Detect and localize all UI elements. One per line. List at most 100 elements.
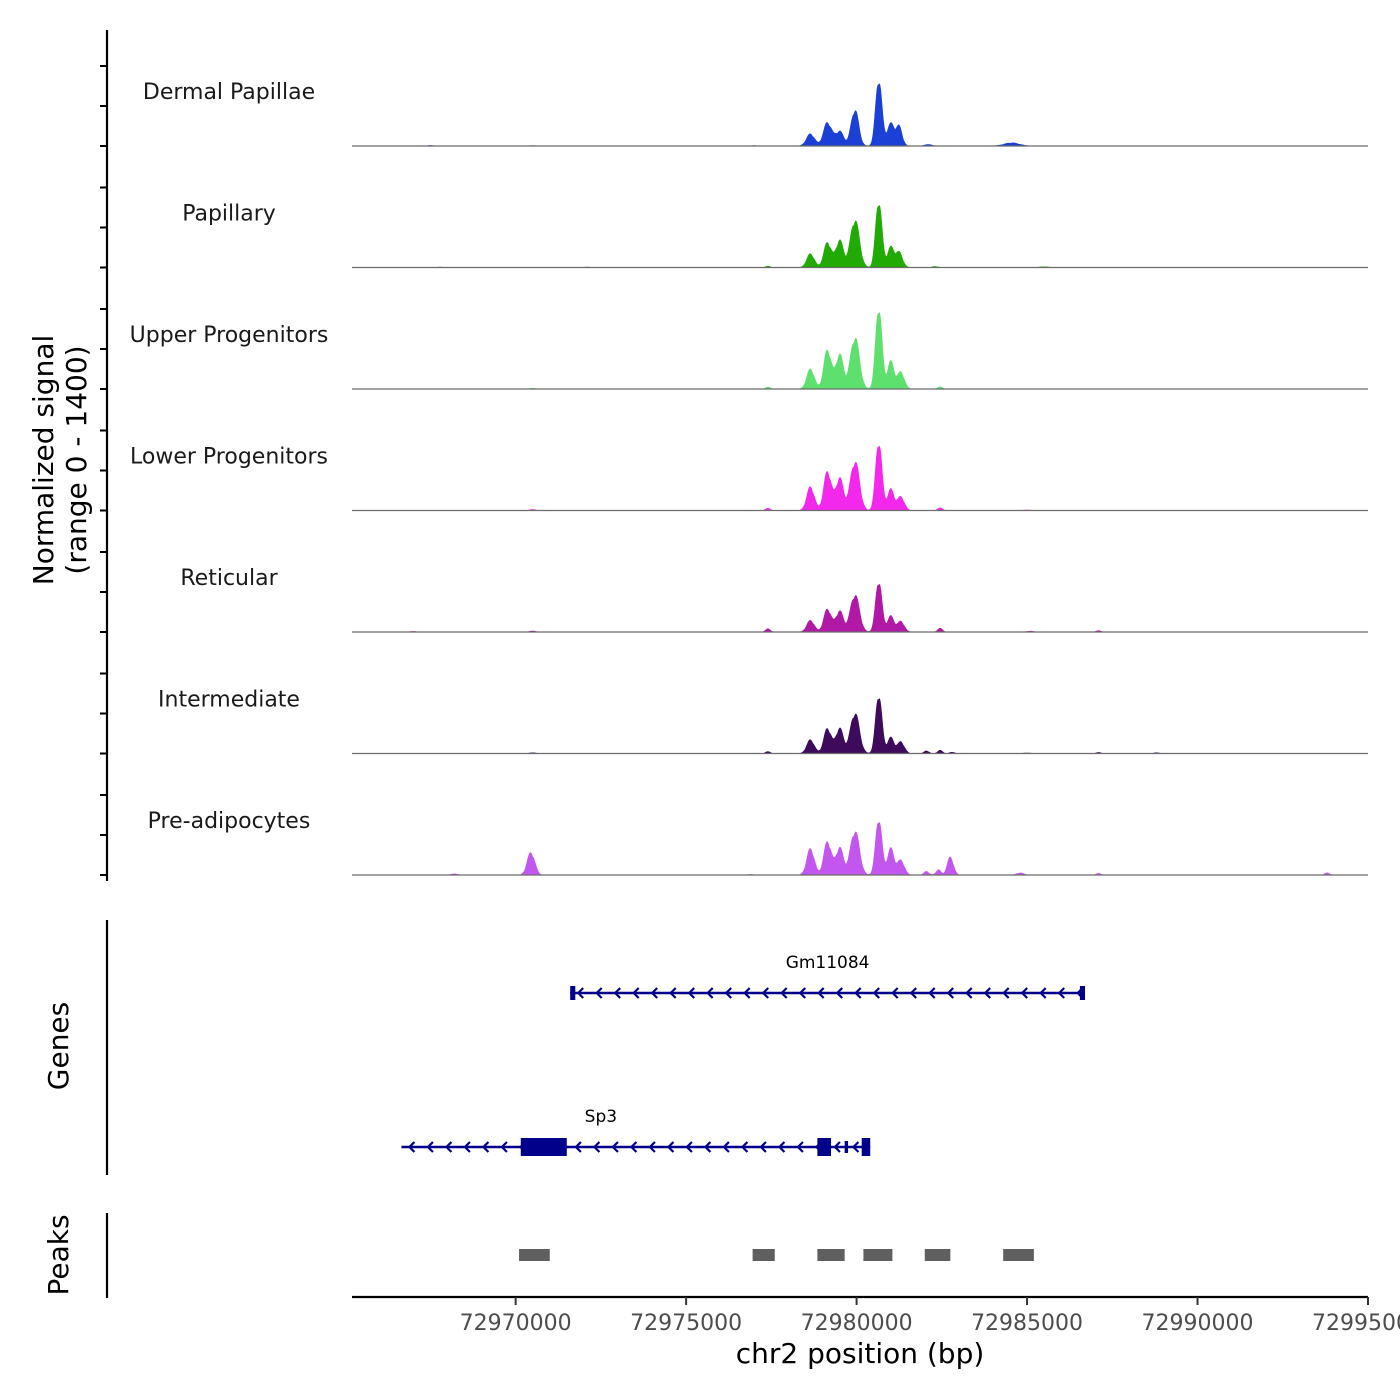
track: Dermal Papillae: [143, 80, 1368, 147]
strand-chevron: [872, 987, 880, 999]
peak-region: [519, 1249, 550, 1261]
strand-chevron: [669, 987, 677, 999]
strand-chevron: [777, 1141, 786, 1153]
strand-chevron: [650, 987, 658, 999]
strand-chevron: [743, 987, 751, 999]
strand-chevron: [426, 1141, 434, 1153]
signal-area: [352, 583, 1368, 633]
gene-exon: [1079, 986, 1086, 1000]
strand-chevron: [835, 987, 843, 999]
signal-area: [352, 204, 1368, 268]
strand-chevron: [854, 987, 862, 999]
x-tick-label: 72970000: [460, 1311, 572, 1336]
track: Upper Progenitors: [130, 311, 1368, 390]
track: Reticular: [180, 566, 1368, 633]
strand-chevron: [722, 1141, 730, 1153]
strand-chevron: [611, 1141, 619, 1153]
strand-chevron: [666, 1141, 675, 1153]
gene-exon: [570, 986, 576, 1000]
track: Papillary: [182, 202, 1368, 269]
gene-label: Sp3: [585, 1107, 617, 1127]
coverage-tracks: Dermal Papillae Papillary Upper Progenitor…: [130, 80, 1368, 876]
strand-chevron: [706, 987, 714, 999]
signal-area: [352, 821, 1368, 876]
strand-chevron: [685, 1141, 693, 1153]
peak-region: [863, 1249, 893, 1261]
signal-area: [352, 311, 1368, 390]
strand-chevron: [574, 1141, 582, 1153]
x-tick-label: 72995000: [1312, 1311, 1400, 1336]
strand-chevron: [463, 1141, 471, 1153]
peak-regions: [519, 1249, 1034, 1261]
track-label: Pre-adipocytes: [148, 809, 311, 834]
strand-chevron: [909, 987, 917, 999]
genes-panel-label: Genes: [42, 1002, 75, 1090]
x-tick-label: 72990000: [1142, 1311, 1254, 1336]
signal-area: [352, 83, 1368, 147]
strand-chevron: [724, 987, 732, 999]
peak-region: [752, 1249, 775, 1261]
track-label: Intermediate: [158, 688, 300, 713]
x-tick-label: 72985000: [971, 1311, 1083, 1336]
strand-chevron: [629, 1141, 638, 1153]
track-label: Reticular: [180, 566, 278, 591]
gene-exon: [520, 1138, 567, 1156]
track: Lower Progenitors: [130, 445, 1368, 512]
gene-exon: [861, 1138, 871, 1156]
strand-chevron: [592, 1141, 601, 1153]
strand-chevron: [780, 987, 788, 999]
gene-label: Gm11084: [786, 953, 870, 973]
strand-chevron: [965, 987, 973, 999]
track-label: Papillary: [182, 202, 276, 227]
gene-annotations: Gm11084 Sp3: [401, 953, 1086, 1156]
x-tick-label: 72975000: [630, 1311, 742, 1336]
strand-chevron: [833, 1141, 841, 1153]
strand-chevron: [983, 987, 991, 999]
peak-region: [924, 1249, 951, 1261]
strand-chevron: [891, 987, 899, 999]
strand-chevron: [613, 987, 621, 999]
strand-chevron: [796, 1141, 804, 1153]
strand-chevron: [759, 1141, 767, 1153]
strand-chevron: [798, 987, 806, 999]
strand-chevron: [648, 1141, 656, 1153]
strand-chevron: [444, 1141, 453, 1153]
track-label: Dermal Papillae: [143, 80, 315, 105]
x-tick-label: 72980000: [801, 1311, 913, 1336]
track: Pre-adipocytes: [148, 809, 1368, 876]
strand-chevron: [1020, 987, 1028, 999]
peak-region: [817, 1249, 845, 1261]
strand-chevron: [1057, 987, 1065, 999]
gene: Gm11084: [570, 953, 1086, 1000]
strand-chevron: [687, 987, 695, 999]
x-axis-ticks: 72970000 72975000 72980000 72985000 72990000…: [460, 1297, 1400, 1336]
strand-chevron: [595, 987, 603, 999]
peaks-panel-label: Peaks: [42, 1214, 75, 1295]
strand-chevron: [703, 1141, 712, 1153]
strand-chevron: [576, 987, 584, 999]
y-axis-subtitle: (range 0 - 1400): [60, 345, 93, 574]
strand-chevron: [481, 1141, 490, 1153]
strand-chevron: [946, 987, 954, 999]
signal-area: [352, 698, 1368, 754]
strand-chevron: [851, 1141, 860, 1153]
track-label: Lower Progenitors: [130, 445, 328, 470]
strand-chevron: [761, 987, 769, 999]
strand-chevron: [1039, 987, 1047, 999]
gene-exon: [844, 1141, 849, 1153]
coverage-y-ticks: [100, 65, 107, 876]
track-label: Upper Progenitors: [130, 323, 329, 348]
strand-chevron: [928, 987, 936, 999]
gene-exon: [817, 1138, 832, 1156]
gene: Sp3: [401, 1107, 871, 1156]
x-axis-title: chr2 position (bp): [736, 1337, 985, 1370]
y-axis-title: Normalized signal: [27, 335, 60, 586]
peak-region: [1003, 1249, 1034, 1261]
track: Intermediate: [158, 688, 1368, 755]
signal-area: [352, 445, 1368, 511]
strand-chevron: [740, 1141, 749, 1153]
strand-chevron: [500, 1141, 508, 1153]
strand-chevron: [407, 1141, 416, 1153]
strand-chevron: [632, 987, 640, 999]
